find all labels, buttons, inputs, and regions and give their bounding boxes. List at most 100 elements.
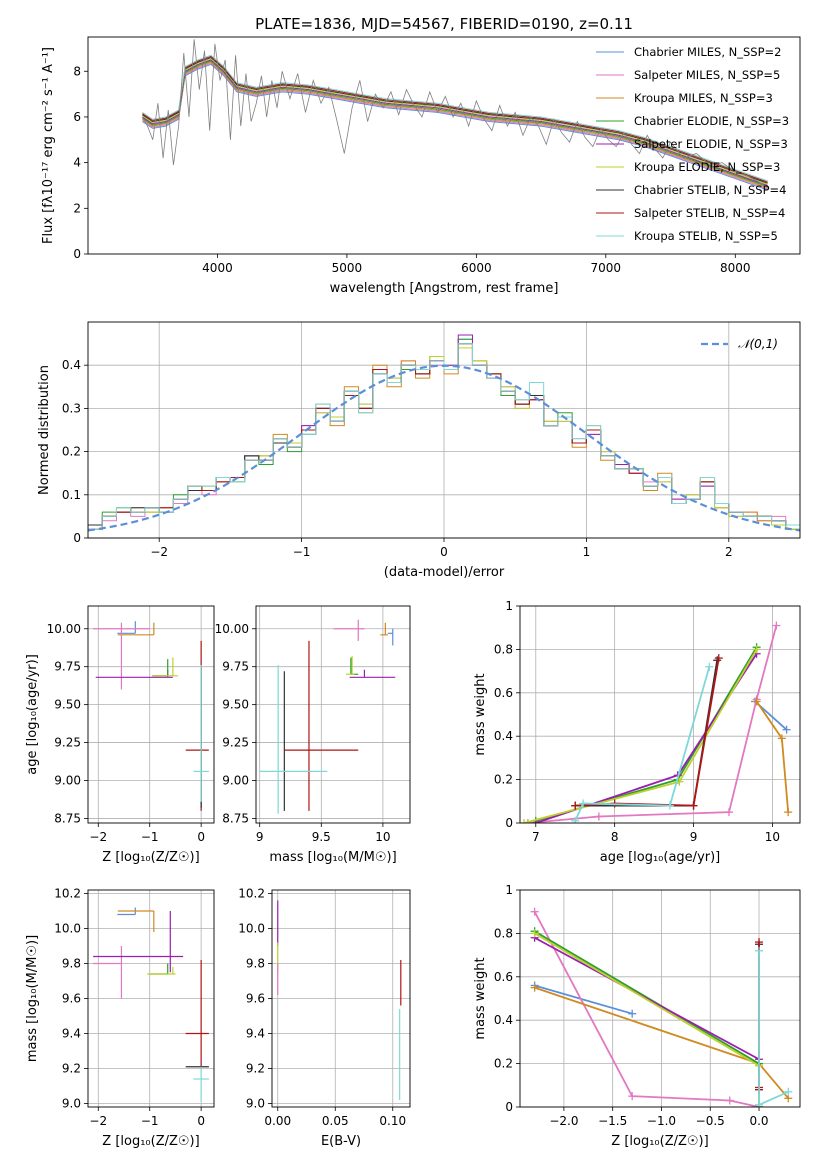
legend-label: Kroupa MILES, N_SSP=3 <box>634 91 773 105</box>
plus-marker <box>571 816 580 823</box>
panel-z-mass: −2 −1 0 9.0 9.2 9.4 9.6 9.8 10.0 10.2 Z [log₁₀(Z/Z… <box>25 887 215 1149</box>
errorbar-point <box>193 1066 209 1102</box>
plus-marker <box>530 907 539 916</box>
y-tick-label: 9.6 <box>62 992 81 1006</box>
y-tick-label: 0 <box>73 247 81 261</box>
y-tick-label: 9.75 <box>222 660 249 674</box>
x-tick-label: −0.5 <box>696 1114 725 1128</box>
panel-residuals: −2 −1 0 1 2 0 0.1 0.2 0.3 0.4 (data-model)/error No… <box>37 321 801 580</box>
plot-area-ebv-mass <box>277 900 402 1100</box>
axes-frame <box>87 36 801 255</box>
plus-marker <box>772 621 781 630</box>
legend-label: Kroupa STELIB, N_SSP=5 <box>634 229 778 243</box>
y-tick-label: 9.2 <box>62 1062 81 1076</box>
y-tick-label: 9.75 <box>54 660 81 674</box>
y-axis-label: Flux [fλ10⁻¹⁷ erg cm⁻² s⁻¹ A⁻¹] <box>41 47 56 244</box>
plot-area-z-mass <box>93 907 209 1102</box>
panel-ebv-mass: 0.00 0.05 0.10 9.0 9.2 9.4 9.6 9.8 10.0 10.2 E(B-V… <box>238 887 411 1149</box>
plus-marker <box>755 938 764 947</box>
axes-frame <box>519 605 801 824</box>
errorbar-point <box>117 621 136 634</box>
errorbar-point <box>93 946 123 999</box>
x-tick-label: 0 <box>197 1114 205 1128</box>
panel-z-age: −2 −1 0 8.75 9.00 9.25 9.50 9.75 10.00 Z [log₁₀(Z… <box>25 605 215 865</box>
y-tick-label: 9.00 <box>222 774 249 788</box>
x-axis-label: mass [log₁₀(M/M☉)] <box>269 850 396 865</box>
y-tick-label: 0.2 <box>494 1057 513 1071</box>
y-tick-label: 9.25 <box>54 736 81 750</box>
errorbar-point <box>284 640 359 811</box>
y-tick-label: 0 <box>73 531 81 545</box>
axes-frame <box>87 605 215 824</box>
y-tick-label: 6 <box>73 110 81 124</box>
y-tick-label: 0.8 <box>494 926 513 940</box>
model-line <box>142 61 768 189</box>
plus-marker <box>705 662 714 671</box>
y-tick-label: 0.1 <box>62 488 81 502</box>
errorbar-point <box>149 963 169 975</box>
legend-label: Chabrier STELIB, N_SSP=4 <box>634 183 786 197</box>
errorbar-point <box>117 910 155 932</box>
x-tick-label: 6000 <box>461 261 492 275</box>
plus-marker <box>523 819 532 823</box>
x-tick-label: −2.0 <box>549 1114 578 1128</box>
weight-line-1 <box>527 625 778 823</box>
y-tick-label: 0.6 <box>494 686 513 700</box>
y-tick-label: 0 <box>505 816 513 830</box>
y-tick-label: 0.4 <box>494 729 513 743</box>
y-tick-label: 10.2 <box>238 887 265 901</box>
plus-marker <box>755 946 764 955</box>
y-axis-label: mass [log₁₀(M/M☉)] <box>25 935 40 1062</box>
y-tick-label: 9.6 <box>246 992 265 1006</box>
plus-marker <box>628 1009 637 1018</box>
model-line <box>142 60 768 188</box>
weight-line-8 <box>574 666 711 822</box>
x-axis-label: E(B-V) <box>321 1134 361 1149</box>
y-axis-label: Normed distribution <box>37 365 52 495</box>
y-tick-label: 9.50 <box>222 698 249 712</box>
plus-marker <box>725 1096 734 1105</box>
y-tick-label: 9.25 <box>222 736 249 750</box>
y-tick-label: 1 <box>505 599 513 613</box>
y-tick-label: 0.4 <box>62 358 81 372</box>
errorbar-point <box>117 622 155 636</box>
panel-spectrum: 4000 5000 6000 7000 8000 0 2 4 6 8 wavelength [Ang… <box>41 36 801 296</box>
x-tick-label: 0 <box>197 830 205 844</box>
y-tick-label: 9.0 <box>62 1097 81 1111</box>
x-tick-label: 0.0 <box>749 1114 768 1128</box>
weight-line-3 <box>534 930 760 1107</box>
plot-area-mass-age <box>259 619 396 814</box>
plus-marker <box>752 697 761 706</box>
model-line <box>142 63 768 191</box>
y-tick-label: 1 <box>505 883 513 897</box>
errorbar-point <box>185 960 209 1069</box>
x-tick-label: 4000 <box>202 261 233 275</box>
axes-frame <box>271 889 411 1108</box>
x-tick-label: 0 <box>440 545 448 559</box>
y-tick-label: 9.0 <box>246 1097 265 1111</box>
x-tick-label: −1.0 <box>647 1114 676 1128</box>
errorbar-point <box>93 622 150 690</box>
x-tick-label: 0.00 <box>264 1114 291 1128</box>
plus-marker <box>571 801 580 810</box>
plus-marker <box>628 1092 637 1101</box>
x-tick-label: 9.5 <box>312 830 331 844</box>
x-tick-label: −2 <box>89 830 107 844</box>
weight-line-6 <box>575 660 719 807</box>
y-tick-label: 0.6 <box>494 970 513 984</box>
plus-marker <box>594 812 603 821</box>
y-tick-label: 8.75 <box>222 811 249 825</box>
x-tick-label: 9 <box>256 830 264 844</box>
y-tick-label: 10.0 <box>238 922 265 936</box>
x-axis-label: (data-model)/error <box>384 565 505 580</box>
x-axis-label: Z [log₁₀(Z/Z☉)] <box>102 1134 199 1149</box>
model-line <box>142 59 768 186</box>
x-tick-label: −2 <box>89 1114 107 1128</box>
plus-marker <box>579 799 588 808</box>
panel-mass-age: 9 9.5 10 8.75 9.00 9.25 9.50 9.75 10.00 mass [log… <box>215 605 411 865</box>
x-tick-label: 7 <box>532 830 540 844</box>
errorbar-point <box>152 659 169 677</box>
model-line <box>142 62 768 190</box>
x-tick-label: 5000 <box>332 261 363 275</box>
figure-title: PLATE=1836, MJD=54567, FIBERID=0190, z=0… <box>255 15 633 33</box>
